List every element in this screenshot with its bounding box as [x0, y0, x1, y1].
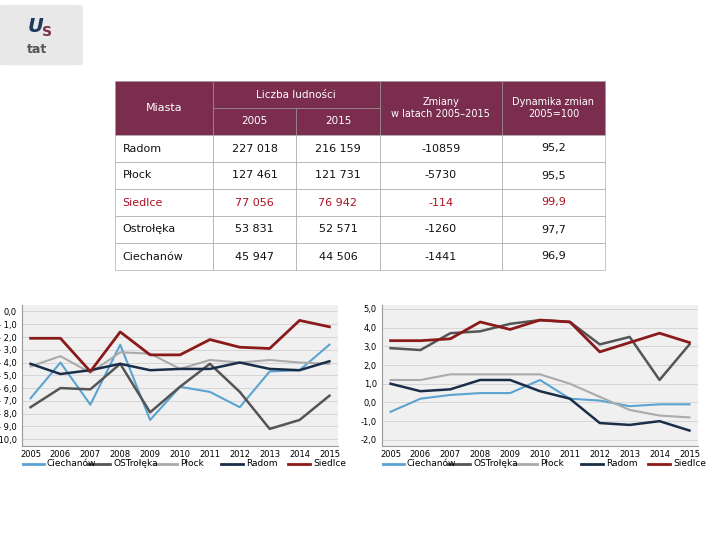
FancyBboxPatch shape — [502, 216, 605, 243]
FancyBboxPatch shape — [297, 243, 379, 270]
Text: Radom: Radom — [606, 459, 638, 468]
FancyBboxPatch shape — [297, 189, 379, 216]
FancyBboxPatch shape — [115, 189, 213, 216]
Text: -1260: -1260 — [425, 225, 457, 234]
FancyBboxPatch shape — [379, 216, 502, 243]
FancyBboxPatch shape — [297, 162, 379, 189]
FancyBboxPatch shape — [115, 216, 213, 243]
Text: -5730: -5730 — [425, 171, 457, 180]
Text: Przyrost naturalny na 1 tys. ludności: Przyrost naturalny na 1 tys. ludności — [425, 282, 655, 293]
Text: 77 056: 77 056 — [235, 198, 274, 207]
FancyBboxPatch shape — [115, 162, 213, 189]
FancyBboxPatch shape — [213, 135, 297, 162]
Text: Płock: Płock — [122, 171, 152, 180]
Text: Saldo migracji wewnętrznych na 1 tys. ludności: Saldo migracji wewnętrznych na 1 tys. lu… — [32, 282, 328, 293]
Text: 96,9: 96,9 — [541, 252, 566, 261]
Text: Miasta: Miasta — [146, 103, 182, 113]
Text: 97,7: 97,7 — [541, 225, 566, 234]
FancyBboxPatch shape — [213, 243, 297, 270]
Text: 52 571: 52 571 — [318, 225, 357, 234]
FancyBboxPatch shape — [213, 81, 379, 108]
FancyBboxPatch shape — [297, 135, 379, 162]
Text: Dynamika zmian
2005=100: Dynamika zmian 2005=100 — [513, 97, 595, 119]
Text: -114: -114 — [428, 198, 454, 207]
Text: POTENCJAŁ DEMOGRAFICZNY MIAST SUBREGIONALNYCH: POTENCJAŁ DEMOGRAFICZNY MIAST SUBREGIONA… — [86, 25, 706, 45]
Text: 2015: 2015 — [325, 117, 351, 126]
Text: Liczba ludności: Liczba ludności — [256, 90, 336, 99]
Text: Radom: Radom — [246, 459, 278, 468]
FancyBboxPatch shape — [502, 162, 605, 189]
FancyBboxPatch shape — [379, 81, 502, 135]
Text: Zmiany
w latach 2005–2015: Zmiany w latach 2005–2015 — [392, 97, 490, 119]
Text: 95,5: 95,5 — [541, 171, 566, 180]
Text: Ciechanów: Ciechanów — [407, 459, 456, 468]
Text: 121 731: 121 731 — [315, 171, 361, 180]
Text: 2005: 2005 — [242, 117, 268, 126]
Text: 44 506: 44 506 — [318, 252, 357, 261]
FancyBboxPatch shape — [213, 216, 297, 243]
Text: 76 942: 76 942 — [318, 198, 357, 207]
Text: -10859: -10859 — [421, 144, 460, 153]
FancyBboxPatch shape — [502, 81, 605, 135]
FancyBboxPatch shape — [297, 216, 379, 243]
Text: 45 947: 45 947 — [235, 252, 274, 261]
Text: Siedlce: Siedlce — [122, 198, 163, 207]
Text: Ciechanów: Ciechanów — [122, 252, 184, 261]
FancyBboxPatch shape — [297, 108, 379, 135]
Text: 53 831: 53 831 — [235, 225, 274, 234]
Text: Płock: Płock — [540, 459, 564, 468]
Text: 227 018: 227 018 — [232, 144, 278, 153]
Text: OSTrołęka: OSTrołęka — [114, 459, 158, 468]
Text: Siedlce: Siedlce — [313, 459, 346, 468]
Text: 216 159: 216 159 — [315, 144, 361, 153]
Text: Płock: Płock — [180, 459, 204, 468]
FancyBboxPatch shape — [379, 189, 502, 216]
FancyBboxPatch shape — [115, 243, 213, 270]
FancyBboxPatch shape — [502, 243, 605, 270]
Text: 95,2: 95,2 — [541, 144, 566, 153]
Text: S: S — [42, 25, 52, 38]
FancyBboxPatch shape — [379, 135, 502, 162]
Text: tat: tat — [27, 43, 48, 56]
Text: Ciechanów: Ciechanów — [47, 459, 96, 468]
FancyBboxPatch shape — [502, 189, 605, 216]
FancyBboxPatch shape — [502, 135, 605, 162]
FancyBboxPatch shape — [213, 108, 297, 135]
FancyBboxPatch shape — [213, 189, 297, 216]
Text: 99,9: 99,9 — [541, 198, 566, 207]
FancyBboxPatch shape — [0, 3, 84, 66]
Text: U: U — [27, 17, 43, 36]
Text: -1441: -1441 — [425, 252, 457, 261]
Text: Siedlce: Siedlce — [673, 459, 706, 468]
Text: Ostrołęka: Ostrołęka — [122, 225, 176, 234]
Text: 127 461: 127 461 — [232, 171, 278, 180]
Text: Radom: Radom — [122, 144, 162, 153]
Text: OSTrołęka: OSTrołęka — [474, 459, 518, 468]
FancyBboxPatch shape — [213, 162, 297, 189]
FancyBboxPatch shape — [115, 81, 213, 135]
FancyBboxPatch shape — [379, 162, 502, 189]
FancyBboxPatch shape — [379, 243, 502, 270]
FancyBboxPatch shape — [115, 135, 213, 162]
